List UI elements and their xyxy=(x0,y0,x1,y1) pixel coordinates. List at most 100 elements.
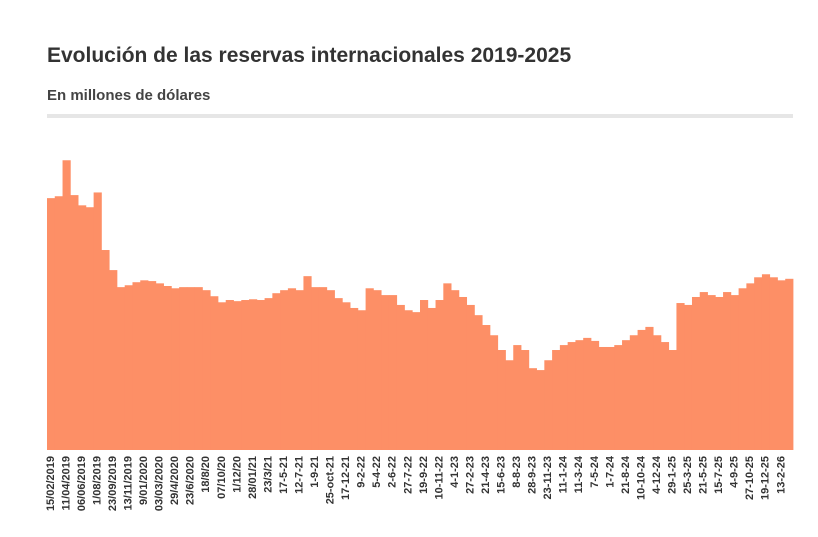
bar xyxy=(552,350,561,450)
bar xyxy=(404,310,413,450)
bar xyxy=(124,285,133,450)
bar xyxy=(334,298,343,450)
bar xyxy=(295,290,304,450)
x-tick-label: 11-3-24 xyxy=(573,455,585,493)
x-tick-label: 21-4-23 xyxy=(480,456,492,494)
x-tick-label: 07/10/20 xyxy=(216,456,228,499)
bar xyxy=(489,335,499,450)
bar xyxy=(280,290,289,450)
bar xyxy=(194,287,203,450)
bar xyxy=(723,292,732,450)
bar xyxy=(148,281,157,450)
bar xyxy=(132,282,141,450)
x-tick-label: 17-12-21 xyxy=(340,456,352,500)
x-tick-label: 21-5-25 xyxy=(698,456,710,494)
bar xyxy=(311,287,320,450)
bar xyxy=(54,196,63,450)
x-tick-label: 27-7-22 xyxy=(402,456,414,494)
bar xyxy=(272,293,281,450)
bar xyxy=(458,296,468,450)
bar xyxy=(171,288,180,450)
x-tick-label: 21-8-24 xyxy=(620,455,632,494)
x-tick-label: 13/11/2019 xyxy=(123,456,135,510)
bar xyxy=(101,250,110,450)
bar xyxy=(435,300,444,450)
x-tick-label: 1-9-21 xyxy=(309,456,321,488)
bar xyxy=(730,295,740,450)
x-tick-label: 19-9-22 xyxy=(418,456,430,494)
bar xyxy=(420,300,429,450)
x-tick-label: 25-3-25 xyxy=(682,456,694,494)
bar xyxy=(598,346,607,450)
bar xyxy=(443,283,452,450)
bar xyxy=(637,329,646,450)
x-tick-label: 27-10-25 xyxy=(744,456,756,500)
bar xyxy=(583,337,592,450)
x-tick-label: 4-12-24 xyxy=(651,455,663,494)
x-tick-label: 2-6-22 xyxy=(387,456,399,488)
bar xyxy=(497,350,506,450)
x-tick-label: 1/08/2019 xyxy=(91,456,103,505)
x-tick-label: 11/04/2019 xyxy=(60,456,72,510)
x-tick-label: 9/01/2020 xyxy=(138,456,150,505)
x-tick-label: 29-1-25 xyxy=(666,456,678,494)
x-tick-label: 13-2-26 xyxy=(775,456,787,494)
x-tick-label: 5-4-22 xyxy=(371,456,383,488)
bar xyxy=(746,283,755,450)
bar xyxy=(567,342,576,450)
bar xyxy=(210,296,219,450)
bar xyxy=(653,335,662,450)
bar xyxy=(186,287,196,450)
x-tick-label: 23/09/2019 xyxy=(107,456,119,511)
bar xyxy=(85,207,95,450)
plot-area xyxy=(47,160,794,450)
bar xyxy=(544,360,553,450)
bar xyxy=(707,295,716,450)
bar xyxy=(622,340,631,450)
bar xyxy=(769,277,778,450)
bar xyxy=(715,296,724,450)
x-tick-label: 17-5-21 xyxy=(278,456,290,494)
bar xyxy=(528,368,537,450)
x-tick-label: 1/12/20 xyxy=(231,456,243,493)
bar xyxy=(342,302,351,450)
bar xyxy=(614,345,623,450)
bar xyxy=(691,296,701,450)
bar xyxy=(412,312,421,450)
bar xyxy=(318,287,328,450)
x-tick-label: 28/01/21 xyxy=(247,456,259,499)
bar xyxy=(699,292,708,450)
bar xyxy=(668,350,677,450)
bar xyxy=(350,307,359,450)
bar xyxy=(109,270,118,450)
bar xyxy=(225,300,234,450)
x-tick-label: 19-12-25 xyxy=(760,456,772,500)
bar xyxy=(505,360,514,450)
bar xyxy=(559,345,569,450)
bar xyxy=(78,205,87,450)
bar xyxy=(482,325,491,450)
x-tick-label: 1-7-24 xyxy=(604,455,616,488)
bar xyxy=(513,345,522,450)
bar xyxy=(140,280,149,450)
bar xyxy=(684,304,693,450)
bar xyxy=(381,295,390,450)
bar xyxy=(785,278,794,450)
bar xyxy=(521,350,530,450)
bar xyxy=(761,274,771,450)
bar xyxy=(93,192,102,450)
bar xyxy=(249,299,258,450)
x-tick-label: 15-6-23 xyxy=(496,456,508,494)
bar xyxy=(179,287,188,450)
bar xyxy=(388,295,398,450)
x-tick-label: 15/02/2019 xyxy=(45,456,57,511)
bar xyxy=(233,301,242,450)
bar xyxy=(357,310,367,450)
bar xyxy=(451,290,460,450)
x-tick-label: 28-9-23 xyxy=(527,456,539,494)
x-tick-label: 18/8/20 xyxy=(200,456,212,493)
x-tick-label: 4-1-23 xyxy=(449,456,461,488)
bar xyxy=(373,290,382,450)
x-tick-label: 7-5-24 xyxy=(589,455,601,488)
bar xyxy=(163,286,172,450)
